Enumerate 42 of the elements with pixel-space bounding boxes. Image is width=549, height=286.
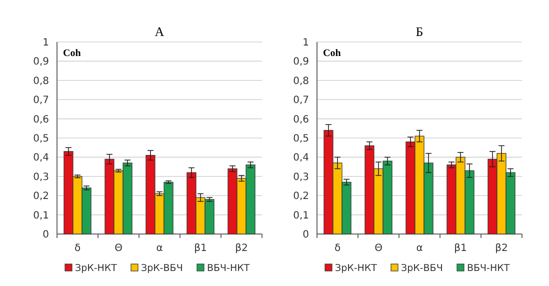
x-tick-label: α: [416, 243, 424, 254]
y-tick-label: 0,6: [293, 114, 309, 126]
x-tick-label: Θ: [114, 243, 123, 254]
legend-label: ЗрК-ВБЧ: [401, 263, 443, 274]
y-tick-label: 0,2: [33, 191, 49, 202]
x-tick-label: β2: [235, 243, 248, 254]
y-tick-label: 0,8: [293, 76, 309, 87]
x-tick-label: β1: [454, 243, 467, 254]
x-tick-label: α: [156, 243, 164, 254]
annotation: Coh: [323, 48, 342, 59]
y-tick-label: 0,2: [293, 191, 309, 202]
y-tick-label: 0: [42, 230, 49, 240]
x-tick-label: δ: [74, 243, 81, 254]
y-tick-label: 0,7: [33, 95, 49, 106]
legend-label: ЗрК-НКТ: [335, 263, 378, 274]
x-tick-label: δ: [334, 243, 341, 254]
legend-label: ВБЧ-НКТ: [467, 263, 510, 274]
chart-title: А: [154, 24, 165, 39]
y-tick-label: 0,1: [33, 210, 49, 222]
y-tick-label: 0,4: [293, 152, 309, 164]
y-tick-label: 1: [302, 38, 309, 48]
y-tick-label: 0,1: [293, 210, 309, 222]
y-tick-label: 0,6: [33, 114, 49, 126]
y-tick-label: 0,9: [33, 56, 49, 68]
annotation: Coh: [63, 48, 82, 59]
legend-label: ВБЧ-НКТ: [207, 263, 250, 274]
legend-label: ЗрК-ВБЧ: [141, 263, 183, 274]
y-tick-label: 0,5: [293, 134, 309, 144]
chart-title: Б: [416, 24, 424, 39]
y-tick-label: 0,3: [33, 172, 49, 183]
y-tick-label: 0,5: [33, 134, 49, 144]
y-tick-label: 0,3: [293, 172, 309, 183]
y-tick-label: 0,8: [33, 76, 49, 87]
y-tick-label: 0,9: [293, 56, 309, 68]
legend-label: ЗрК-НКТ: [75, 263, 118, 274]
y-tick-label: 0: [302, 230, 309, 240]
y-tick-label: 0,4: [33, 152, 49, 164]
x-tick-label: β1: [194, 243, 207, 254]
x-tick-label: Θ: [374, 243, 383, 254]
x-tick-label: β2: [495, 243, 508, 254]
y-tick-label: 0,7: [293, 95, 309, 106]
y-tick-label: 1: [42, 38, 49, 48]
